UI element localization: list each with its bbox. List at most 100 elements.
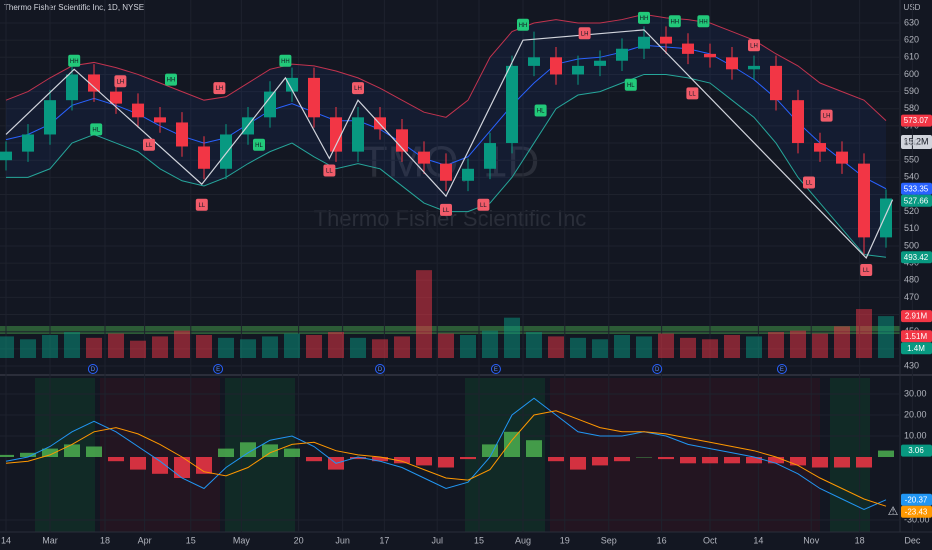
event-label: D [655, 367, 660, 373]
pivot-box [68, 54, 81, 67]
y-tick-label: 430 [904, 360, 919, 370]
pivot-box [352, 82, 364, 95]
x-tick-label: 18 [100, 535, 110, 545]
volume-bar [482, 330, 498, 358]
candle-body [286, 77, 298, 92]
candle-body [396, 129, 408, 152]
candle-body [22, 134, 34, 152]
volume-bar [702, 339, 718, 358]
x-tick-label: Jun [335, 535, 350, 545]
x-tick-label: Nov [803, 535, 820, 545]
histogram-bar [504, 431, 520, 457]
histogram-bar [394, 457, 410, 464]
candle-body [484, 143, 496, 169]
candle-body [726, 57, 738, 70]
candle-body [594, 60, 606, 66]
volume-bar [152, 336, 168, 358]
x-tick-label: 14 [753, 535, 763, 545]
candle-body [550, 57, 562, 75]
y-tick-label: 550 [904, 155, 919, 165]
axis-badge [901, 342, 932, 355]
axis-badge-label: 493.42 [904, 253, 929, 262]
candle-body [220, 134, 232, 169]
axis-badge-label: 533.35 [904, 184, 929, 193]
volume-zone [0, 326, 900, 334]
candle-body [0, 151, 12, 161]
volume-bar [350, 337, 366, 358]
event-label: D [378, 367, 383, 373]
pivot-box [578, 27, 591, 40]
candle-body [154, 117, 166, 123]
shade [100, 378, 220, 532]
volume-bar [724, 334, 740, 358]
candle-body [66, 74, 78, 101]
axis-badge [901, 310, 932, 323]
volume-bar [438, 333, 454, 358]
volume-bar [0, 336, 14, 358]
x-tick-label: Sep [601, 535, 617, 545]
histogram-bar [548, 457, 564, 462]
candle-body [814, 143, 826, 152]
pivot-box [638, 11, 650, 24]
axis-badge-label: 1.51M [905, 332, 928, 341]
shade [550, 378, 820, 532]
candle-body [528, 57, 540, 66]
axis-badge [901, 505, 932, 518]
volume-bar [658, 333, 674, 358]
histogram-bar [724, 457, 740, 464]
x-tick-label: 14 [1, 535, 11, 545]
pivot-label: HH [281, 59, 290, 65]
histogram-bar [658, 457, 674, 460]
volume-bar [416, 270, 432, 358]
pivot-label: HH [519, 23, 528, 29]
volume-bar [680, 337, 696, 358]
y-tick-label: 610 [904, 52, 919, 62]
x-tick-label: 19 [560, 535, 570, 545]
axis-badge [901, 251, 932, 264]
zigzag [5, 29, 894, 260]
volume-bar [746, 336, 762, 358]
histogram-bar [636, 457, 652, 458]
volume-bar [790, 330, 806, 358]
volume-bar [196, 334, 212, 358]
indicator-shading [35, 378, 870, 532]
volume-bar [526, 332, 542, 358]
histogram-bar [768, 457, 784, 464]
volume-bar [20, 339, 36, 358]
y-tick-label: 510 [904, 223, 919, 233]
candle-body [110, 91, 122, 104]
pivot-label: HL [92, 127, 100, 133]
axis-badge-label: 527.66 [904, 196, 929, 205]
band-fill [6, 14, 886, 258]
pivot-box [668, 15, 681, 28]
histogram-bar [790, 457, 806, 466]
histogram-bar [240, 442, 256, 457]
axis-badge-label: 3.06 [908, 446, 924, 455]
volume-bar [64, 332, 80, 358]
pivot-box [803, 176, 815, 189]
candle-body [352, 117, 364, 152]
volume-bar [592, 339, 608, 358]
pivot-box [323, 164, 336, 177]
y-tick-label: 520 [904, 206, 919, 216]
candle-body [462, 168, 474, 181]
candle-body [770, 65, 782, 101]
axis-badge [901, 194, 932, 207]
volume-bar [394, 336, 410, 358]
histogram-bar [570, 457, 586, 470]
volume-bar [174, 330, 190, 358]
volume-bar [108, 333, 124, 358]
pivot-label: HL [537, 109, 545, 115]
candle-body [440, 163, 452, 181]
x-tick-label: 18 [855, 535, 865, 545]
candle-body [418, 151, 430, 164]
event-label: E [780, 367, 784, 373]
event-marker [213, 364, 224, 374]
axis-badge [901, 114, 932, 127]
pivot-box [534, 104, 547, 117]
histogram-bar [702, 457, 718, 464]
volume-bar [614, 334, 630, 358]
event-label: D [91, 367, 96, 373]
pivot-label: LL [689, 91, 696, 97]
candle-body [660, 36, 672, 44]
